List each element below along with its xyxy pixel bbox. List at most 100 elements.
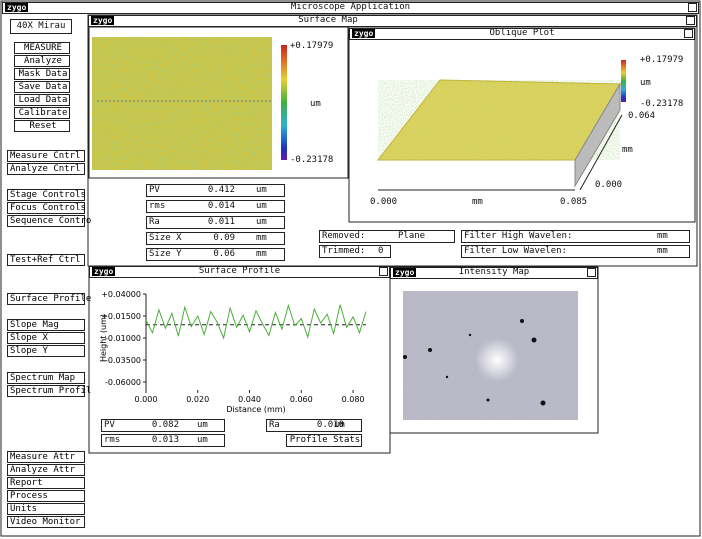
logo: zygo — [91, 16, 115, 25]
profile-line — [145, 303, 367, 340]
oblique-x-start: 0.000 — [370, 197, 398, 207]
objective: 40X Mirau — [16, 21, 66, 31]
y-tick-label: -0.03500 — [105, 356, 141, 365]
stat-value: 0.014 — [207, 201, 235, 211]
oblique-y-unit: mm — [622, 145, 633, 155]
x-tick-label: 0.000 — [135, 395, 158, 404]
stat-box — [146, 248, 285, 261]
side-button[interactable]: Measure Cntrl — [7, 150, 85, 162]
y-tick-label: -0.01000 — [105, 334, 141, 343]
scale-unit: um — [310, 99, 321, 109]
stat-unit: mm — [256, 233, 267, 243]
filter-label: Filter Low Wavelen: — [464, 246, 567, 256]
stat-label: PV — [149, 185, 160, 195]
stat-unit: um — [197, 420, 208, 430]
stat-box — [146, 200, 285, 213]
removed-box — [319, 230, 455, 243]
side-button[interactable]: Spectrum Map — [7, 372, 85, 384]
oblique-scale-max: +0.17979 — [640, 55, 684, 65]
window-header — [2, 2, 699, 14]
side-button[interactable]: Process — [7, 490, 85, 502]
stat-unit: mm — [256, 249, 267, 259]
side-button[interactable]: Stage Controls — [7, 189, 86, 201]
surface-texture — [92, 37, 272, 170]
side-button[interactable]: Analyze Attr — [7, 464, 85, 476]
stat-label: Ra — [149, 217, 160, 227]
menu-button[interactable]: MEASURE — [14, 42, 70, 54]
stat-label: rms — [149, 201, 166, 211]
side-button[interactable]: Measure Attr — [7, 451, 85, 463]
window-icon — [684, 29, 693, 38]
y-tick-label: +0.01500 — [101, 312, 141, 321]
scale-min: -0.23178 — [290, 155, 334, 165]
stat-unit: um — [256, 185, 267, 195]
stat-box — [101, 434, 225, 447]
side-button[interactable]: Test+Ref Ctrl — [7, 254, 85, 266]
side-button[interactable]: Slope Mag — [7, 319, 85, 331]
trimmed-value: 0 — [378, 246, 384, 256]
oblique-scale-min: -0.23178 — [640, 99, 684, 109]
menu-button[interactable]: Calibrate — [14, 107, 70, 119]
side-button[interactable]: Spectrum Profil — [7, 385, 91, 397]
window-title: Oblique Plot — [489, 28, 555, 38]
panel-frame — [88, 26, 349, 179]
side-button[interactable]: Report — [7, 477, 85, 489]
window-header — [88, 15, 697, 27]
window-header — [349, 28, 695, 40]
window-title: Surface Profile — [198, 266, 281, 276]
trimmed-label: Trimmed: — [322, 246, 366, 256]
window-icon — [688, 3, 697, 12]
stat-box — [266, 419, 362, 432]
side-button[interactable]: Sequence Contro — [7, 215, 91, 227]
stat-value: 0.013 — [151, 435, 179, 445]
window-title: Surface Map — [298, 15, 358, 25]
logo: zygo — [352, 29, 376, 38]
color-bar — [281, 45, 287, 160]
side-button[interactable]: Slope X — [7, 332, 85, 344]
side-button[interactable]: Units — [7, 503, 85, 515]
side-button[interactable]: Analyze Cntrl — [7, 163, 85, 175]
oblique-x-end: 0.085 — [560, 197, 588, 207]
window-header — [89, 266, 390, 278]
stats-button[interactable]: Profile Stats — [286, 434, 362, 447]
color-bar — [621, 60, 626, 102]
stat-value: 0.011 — [207, 217, 235, 227]
objective-box — [10, 19, 72, 34]
side-button[interactable]: Video Monitor — [7, 516, 85, 528]
window-icon — [587, 268, 596, 277]
menu-button[interactable]: Mask Data — [14, 68, 70, 80]
menu-button[interactable]: Analyze — [14, 55, 70, 67]
window-header — [390, 267, 598, 279]
side-button[interactable]: Slope Y — [7, 345, 85, 357]
stat-unit: um — [334, 420, 345, 430]
filter-box — [461, 230, 690, 243]
logo: zygo — [92, 267, 116, 276]
side-button[interactable]: Focus Controls — [7, 202, 86, 214]
filter-unit: mm — [657, 231, 668, 241]
stat-box — [146, 232, 285, 245]
oblique-y-start: 0.000 — [595, 180, 623, 190]
y-tick-label: -0.06000 — [105, 378, 141, 387]
oblique-texture — [378, 80, 620, 160]
stat-unit: um — [256, 201, 267, 211]
x-tick-label: 0.060 — [290, 395, 313, 404]
window-icon — [379, 267, 388, 276]
filter-box — [461, 245, 690, 258]
oblique-side — [574, 82, 621, 188]
stat-box — [101, 419, 225, 432]
window-icon — [686, 16, 695, 25]
x-tick-label: 0.080 — [342, 395, 365, 404]
stat-value: 0.06 — [213, 249, 235, 259]
side-button[interactable]: Surface Profile — [7, 293, 91, 305]
stat-value: 0.09 — [213, 233, 235, 243]
stat-label: Ra — [269, 420, 280, 430]
removed-value: Plane — [398, 231, 426, 241]
filter-label: Filter High Wavelen: — [464, 231, 573, 241]
x-tick-label: 0.020 — [186, 395, 209, 404]
menu-button[interactable]: Save Data — [14, 81, 70, 93]
stat-box — [146, 216, 285, 229]
menu-button[interactable]: Load Data — [14, 94, 70, 106]
menu-button[interactable]: Reset — [14, 120, 70, 132]
